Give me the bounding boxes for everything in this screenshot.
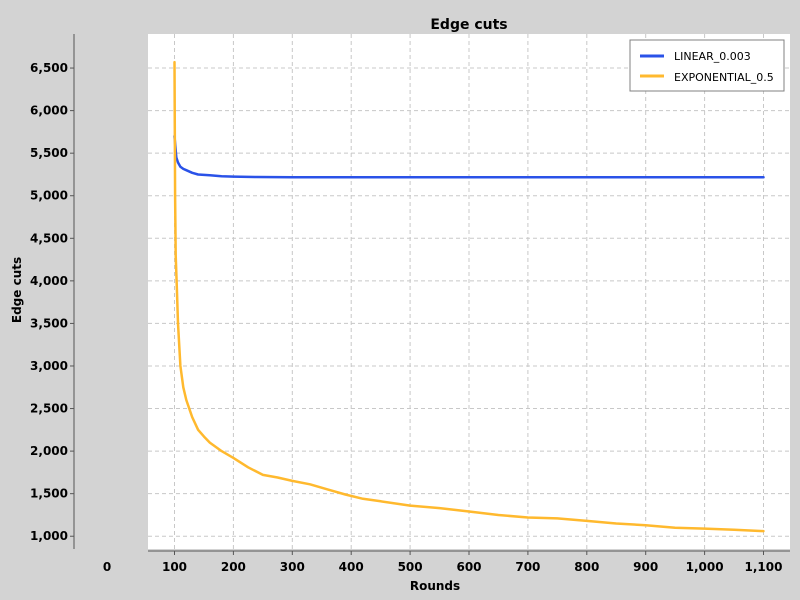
y-tick-label: 2,000 [30,444,68,458]
y-tick-label: 4,500 [30,231,68,245]
x-tick-label: 500 [398,560,423,574]
legend-label-linear: LINEAR_0.003 [674,50,751,63]
legend-label-exponential: EXPONENTIAL_0.5 [674,71,774,84]
x-tick-label: 600 [456,560,481,574]
y-tick-label: 4,000 [30,274,68,288]
x-tick-label: 0 [103,560,111,574]
y-tick-label: 5,500 [30,146,68,160]
x-tick-label: 300 [280,560,305,574]
x-tick-label: 900 [633,560,658,574]
x-tick-label: 200 [221,560,246,574]
tick-labels: 1,000 1,500 2,000 2,500 3,000 3,500 4,000 4,500… [30,61,782,574]
y-tick-label: 1,000 [30,529,68,543]
y-tick-label: 6,000 [30,104,68,118]
x-tick-label: 100 [162,560,187,574]
y-tick-label: 3,000 [30,359,68,373]
x-tick-label: 700 [515,560,540,574]
y-axis-label: Edge cuts [10,257,24,323]
chart-title: Edge cuts [430,17,507,33]
legend-box [629,39,785,92]
x-axis-label: Rounds [410,579,460,593]
series-line-1 [173,60,765,533]
series-layer [173,60,765,533]
x-tick-label: 400 [339,560,364,574]
y-tick-label: 3,500 [30,316,68,330]
y-tick-label: 6,500 [30,61,68,75]
x-tick-label: 1,000 [686,560,724,574]
series-line-0 [173,134,765,179]
x-tick-label: 1,100 [745,560,783,574]
legend: LINEAR_0.003 EXPONENTIAL_0.5 [629,39,785,92]
y-tick-label: 1,500 [30,487,68,501]
x-tick-label: 800 [574,560,599,574]
y-tick-label: 2,500 [30,402,68,416]
y-tick-label: 5,000 [30,189,68,203]
